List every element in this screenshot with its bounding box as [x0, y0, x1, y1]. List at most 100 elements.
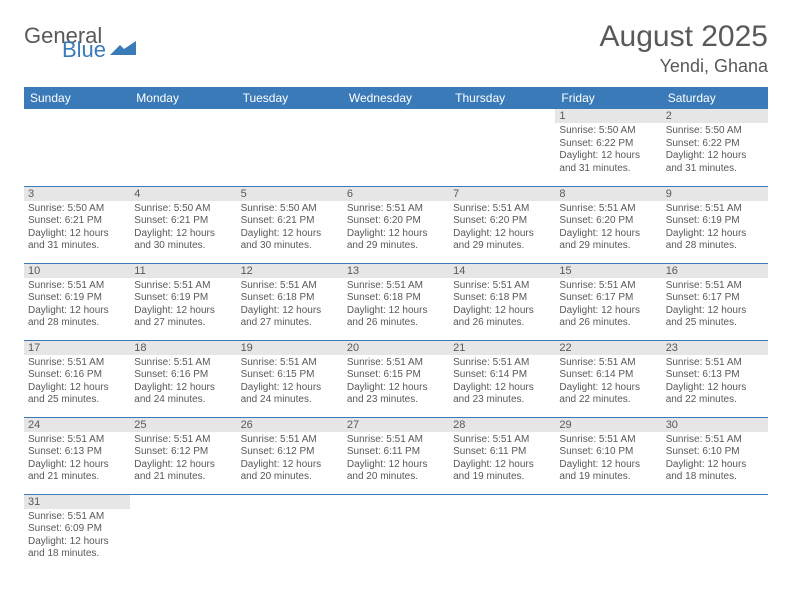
daylight-text-1: Daylight: 12 hours [666, 382, 764, 395]
sunset-text: Sunset: 6:20 PM [559, 215, 657, 228]
day-number: 5 [237, 187, 343, 201]
sunset-text: Sunset: 6:18 PM [453, 292, 551, 305]
sunset-text: Sunset: 6:11 PM [347, 446, 445, 459]
daylight-text-2: and 29 minutes. [453, 240, 551, 253]
calendar-row: 10Sunrise: 5:51 AMSunset: 6:19 PMDayligh… [24, 263, 768, 340]
sunrise-text: Sunrise: 5:51 AM [347, 357, 445, 370]
day-details: Sunrise: 5:51 AMSunset: 6:17 PMDaylight:… [555, 278, 661, 334]
sunrise-text: Sunrise: 5:51 AM [453, 280, 551, 293]
calendar-row: 24Sunrise: 5:51 AMSunset: 6:13 PMDayligh… [24, 417, 768, 494]
sunrise-text: Sunrise: 5:51 AM [453, 434, 551, 447]
calendar-cell: 30Sunrise: 5:51 AMSunset: 6:10 PMDayligh… [662, 417, 768, 494]
daylight-text-1: Daylight: 12 hours [559, 382, 657, 395]
calendar-cell: 12Sunrise: 5:51 AMSunset: 6:18 PMDayligh… [237, 263, 343, 340]
sunset-text: Sunset: 6:11 PM [453, 446, 551, 459]
day-number: 25 [130, 418, 236, 432]
daylight-text-1: Daylight: 12 hours [559, 228, 657, 241]
logo: General Blue [24, 26, 136, 60]
daylight-text-2: and 25 minutes. [666, 317, 764, 330]
daylight-text-1: Daylight: 12 hours [241, 305, 339, 318]
sunrise-text: Sunrise: 5:51 AM [559, 434, 657, 447]
calendar-cell: 29Sunrise: 5:51 AMSunset: 6:10 PMDayligh… [555, 417, 661, 494]
sunrise-text: Sunrise: 5:50 AM [134, 203, 232, 216]
daylight-text-1: Daylight: 12 hours [453, 382, 551, 395]
sunset-text: Sunset: 6:21 PM [241, 215, 339, 228]
day-details: Sunrise: 5:51 AMSunset: 6:13 PMDaylight:… [662, 355, 768, 411]
daylight-text-1: Daylight: 12 hours [28, 536, 126, 549]
daylight-text-1: Daylight: 12 hours [134, 305, 232, 318]
calendar-cell: 26Sunrise: 5:51 AMSunset: 6:12 PMDayligh… [237, 417, 343, 494]
daylight-text-1: Daylight: 12 hours [559, 150, 657, 163]
flag-icon [110, 41, 136, 59]
day-details: Sunrise: 5:51 AMSunset: 6:16 PMDaylight:… [24, 355, 130, 411]
calendar-cell: 20Sunrise: 5:51 AMSunset: 6:15 PMDayligh… [343, 340, 449, 417]
day-details: Sunrise: 5:51 AMSunset: 6:13 PMDaylight:… [24, 432, 130, 488]
sunrise-text: Sunrise: 5:50 AM [666, 125, 764, 138]
day-number: 31 [24, 495, 130, 509]
sunrise-text: Sunrise: 5:51 AM [241, 280, 339, 293]
calendar-cell: 21Sunrise: 5:51 AMSunset: 6:14 PMDayligh… [449, 340, 555, 417]
day-number: 10 [24, 264, 130, 278]
daylight-text-2: and 27 minutes. [241, 317, 339, 330]
sunset-text: Sunset: 6:22 PM [666, 138, 764, 151]
day-number: 22 [555, 341, 661, 355]
day-number: 24 [24, 418, 130, 432]
daylight-text-1: Daylight: 12 hours [453, 305, 551, 318]
daylight-text-2: and 26 minutes. [453, 317, 551, 330]
daylight-text-2: and 21 minutes. [134, 471, 232, 484]
daylight-text-1: Daylight: 12 hours [453, 228, 551, 241]
sunrise-text: Sunrise: 5:50 AM [28, 203, 126, 216]
calendar-cell: 3Sunrise: 5:50 AMSunset: 6:21 PMDaylight… [24, 186, 130, 263]
weekday-header: Thursday [449, 87, 555, 109]
daylight-text-1: Daylight: 12 hours [666, 150, 764, 163]
sunset-text: Sunset: 6:18 PM [347, 292, 445, 305]
day-details: Sunrise: 5:51 AMSunset: 6:19 PMDaylight:… [24, 278, 130, 334]
day-details: Sunrise: 5:51 AMSunset: 6:15 PMDaylight:… [343, 355, 449, 411]
calendar-page: General Blue August 2025 Yendi, Ghana Su… [0, 0, 792, 591]
day-number: 9 [662, 187, 768, 201]
sunset-text: Sunset: 6:16 PM [28, 369, 126, 382]
weekday-header: Tuesday [237, 87, 343, 109]
calendar-cell: 6Sunrise: 5:51 AMSunset: 6:20 PMDaylight… [343, 186, 449, 263]
day-details: Sunrise: 5:51 AMSunset: 6:19 PMDaylight:… [130, 278, 236, 334]
calendar-cell: 16Sunrise: 5:51 AMSunset: 6:17 PMDayligh… [662, 263, 768, 340]
sunrise-text: Sunrise: 5:51 AM [666, 280, 764, 293]
daylight-text-1: Daylight: 12 hours [28, 305, 126, 318]
sunset-text: Sunset: 6:15 PM [241, 369, 339, 382]
day-details: Sunrise: 5:50 AMSunset: 6:22 PMDaylight:… [662, 123, 768, 179]
daylight-text-2: and 30 minutes. [241, 240, 339, 253]
daylight-text-2: and 31 minutes. [666, 163, 764, 176]
day-details: Sunrise: 5:51 AMSunset: 6:17 PMDaylight:… [662, 278, 768, 334]
day-number: 14 [449, 264, 555, 278]
sunrise-text: Sunrise: 5:51 AM [666, 357, 764, 370]
daylight-text-2: and 18 minutes. [666, 471, 764, 484]
sunrise-text: Sunrise: 5:51 AM [347, 434, 445, 447]
calendar-cell: 17Sunrise: 5:51 AMSunset: 6:16 PMDayligh… [24, 340, 130, 417]
day-details: Sunrise: 5:51 AMSunset: 6:12 PMDaylight:… [237, 432, 343, 488]
day-number: 11 [130, 264, 236, 278]
sunrise-text: Sunrise: 5:51 AM [134, 357, 232, 370]
weekday-header: Sunday [24, 87, 130, 109]
daylight-text-1: Daylight: 12 hours [134, 459, 232, 472]
daylight-text-1: Daylight: 12 hours [347, 459, 445, 472]
calendar-table: SundayMondayTuesdayWednesdayThursdayFrid… [24, 87, 768, 571]
day-details: Sunrise: 5:51 AMSunset: 6:15 PMDaylight:… [237, 355, 343, 411]
day-number: 16 [662, 264, 768, 278]
daylight-text-1: Daylight: 12 hours [241, 382, 339, 395]
calendar-cell [343, 109, 449, 186]
sunset-text: Sunset: 6:21 PM [134, 215, 232, 228]
sunrise-text: Sunrise: 5:51 AM [28, 357, 126, 370]
calendar-row: 31Sunrise: 5:51 AMSunset: 6:09 PMDayligh… [24, 494, 768, 571]
day-details: Sunrise: 5:50 AMSunset: 6:22 PMDaylight:… [555, 123, 661, 179]
day-number: 19 [237, 341, 343, 355]
title-block: August 2025 Yendi, Ghana [600, 20, 768, 77]
day-number: 7 [449, 187, 555, 201]
sunrise-text: Sunrise: 5:51 AM [453, 203, 551, 216]
sunrise-text: Sunrise: 5:51 AM [347, 280, 445, 293]
sunset-text: Sunset: 6:14 PM [559, 369, 657, 382]
daylight-text-1: Daylight: 12 hours [559, 305, 657, 318]
calendar-cell: 24Sunrise: 5:51 AMSunset: 6:13 PMDayligh… [24, 417, 130, 494]
day-number: 21 [449, 341, 555, 355]
daylight-text-2: and 21 minutes. [28, 471, 126, 484]
daylight-text-2: and 22 minutes. [666, 394, 764, 407]
